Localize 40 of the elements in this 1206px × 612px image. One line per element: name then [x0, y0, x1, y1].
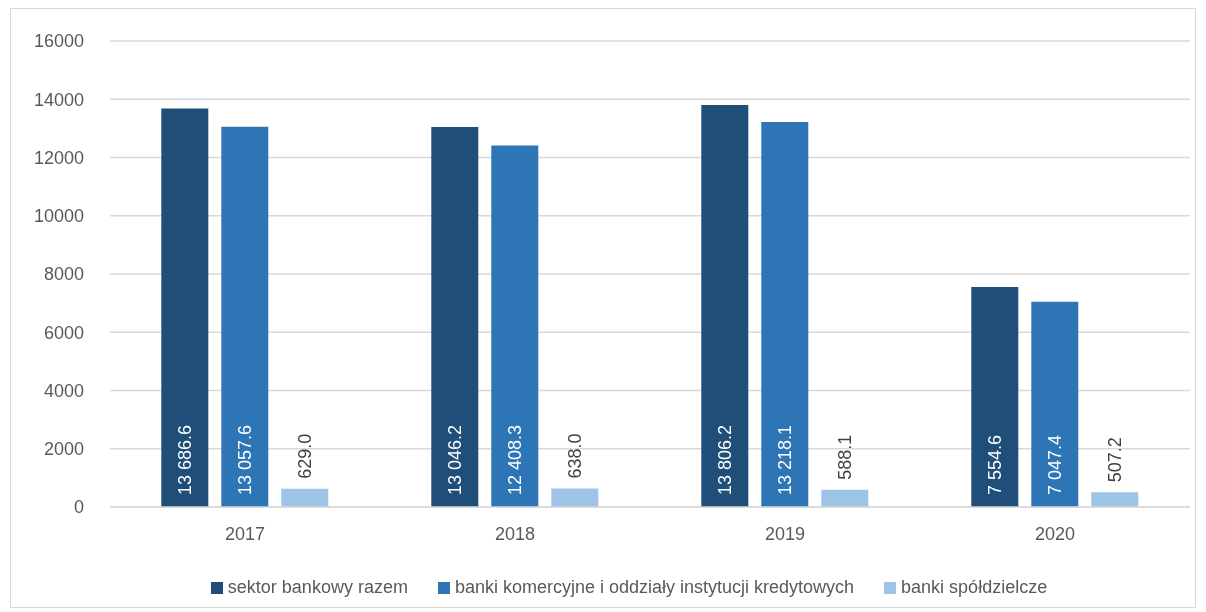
data-label: 507.2 — [1104, 437, 1125, 483]
data-label: 629.0 — [294, 433, 315, 479]
bar — [431, 127, 479, 507]
data-label: 7 047.4 — [1044, 434, 1065, 495]
bar — [161, 108, 209, 507]
x-tick-label: 2017 — [224, 523, 266, 544]
bar — [1031, 301, 1079, 507]
bar — [551, 488, 599, 507]
y-tick-label: 8000 — [43, 264, 84, 285]
y-tick-label: 12000 — [33, 147, 84, 168]
bar — [701, 104, 749, 507]
legend-label: banki komercyjne i oddziały instytucji kredytowych — [454, 577, 855, 598]
x-tick-label: 2020 — [1034, 523, 1076, 544]
bar — [971, 286, 1019, 507]
y-tick-label: 2000 — [43, 439, 84, 460]
y-tick-label: 0 — [73, 497, 84, 518]
bar — [281, 488, 329, 507]
bar — [761, 122, 809, 507]
legend-label: banki spółdzielcze — [901, 577, 1048, 598]
bar — [821, 489, 869, 507]
y-tick-label: 14000 — [33, 89, 84, 110]
bar — [221, 126, 269, 507]
legend-label: sektor bankowy razem — [227, 577, 408, 598]
data-label: 13 806.2 — [714, 424, 735, 495]
data-label: 13 686.6 — [174, 424, 195, 495]
bar — [1091, 492, 1139, 507]
data-label: 13 218.1 — [774, 424, 795, 495]
data-label: 7 554.6 — [984, 434, 1005, 495]
data-label: 13 046.2 — [444, 424, 465, 495]
data-label: 588.1 — [834, 434, 855, 480]
x-tick-label: 2019 — [764, 523, 806, 544]
data-label: 13 057.6 — [234, 424, 255, 495]
y-tick-label: 10000 — [33, 206, 84, 227]
data-label: 638.0 — [564, 433, 585, 479]
y-tick-label: 6000 — [43, 322, 84, 343]
bar — [491, 145, 539, 507]
y-tick-label: 4000 — [43, 380, 84, 401]
data-label: 12 408.3 — [504, 424, 525, 495]
y-tick-label: 16000 — [33, 31, 84, 52]
x-tick-label: 2018 — [494, 523, 536, 544]
